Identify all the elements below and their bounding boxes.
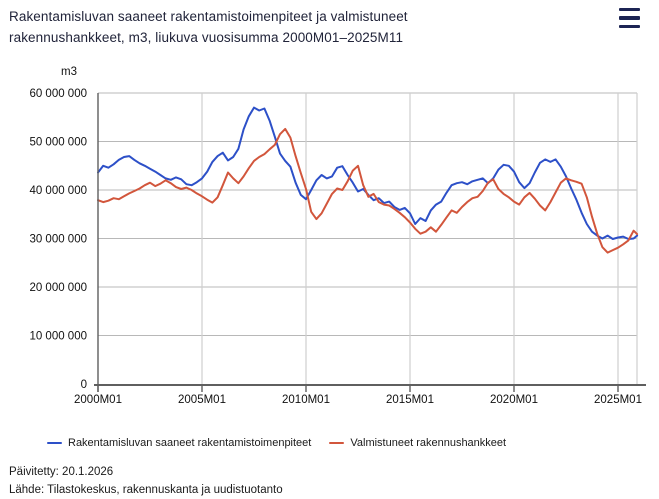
y-tick-label: 30 000 000 — [29, 234, 87, 246]
y-axis-unit-label: m3 — [61, 66, 77, 78]
series-line-completed — [97, 127, 639, 254]
x-tick-label: 2010M01 — [282, 394, 330, 406]
x-tick-label: 2025M01 — [594, 394, 642, 406]
legend-swatch-permits — [47, 441, 62, 445]
hamburger-bar — [619, 16, 640, 20]
y-tick-label: 40 000 000 — [29, 185, 87, 197]
series-line-permits — [97, 106, 639, 240]
chart-legend: Rakentamisluvan saaneet rakentamistoimen… — [47, 437, 506, 449]
legend-label: Valmistuneet rakennushankkeet — [350, 437, 507, 449]
chart-title: Rakentamisluvan saaneet rakentamistoimen… — [9, 9, 408, 45]
hamburger-bar — [619, 8, 640, 12]
y-tick-label: 0 — [81, 379, 87, 391]
hamburger-bar — [619, 24, 640, 28]
legend-label: Rakentamisluvan saaneet rakentamistoimen… — [68, 437, 312, 449]
line-chart: 0 10 000 000 20 000 000 30 000 000 40 000 00… — [29, 88, 646, 406]
updated-text: Päivitetty: 20.1.2026 — [9, 466, 114, 478]
x-tick-label: 2005M01 — [178, 394, 226, 406]
legend-item-permits[interactable]: Rakentamisluvan saaneet rakentamistoimen… — [47, 437, 311, 449]
x-tick-label: 2020M01 — [490, 394, 538, 406]
legend-swatch-completed — [329, 441, 345, 445]
y-tick-label: 50 000 000 — [29, 137, 87, 149]
y-tick-label: 20 000 000 — [29, 282, 87, 294]
y-tick-label: 60 000 000 — [29, 88, 87, 100]
chart-footer: Päivitetty: 20.1.2026 Lähde: Tilastokesk… — [9, 464, 283, 499]
x-tick-label: 2000M01 — [74, 394, 122, 406]
hamburger-menu-icon[interactable] — [619, 8, 641, 28]
y-tick-label: 10 000 000 — [29, 331, 87, 343]
x-tick-label: 2015M01 — [386, 394, 434, 406]
source-text: Lähde: Tilastokeskus, rakennuskanta ja u… — [9, 483, 283, 496]
legend-item-completed[interactable]: Valmistuneet rakennushankkeet — [329, 437, 506, 449]
